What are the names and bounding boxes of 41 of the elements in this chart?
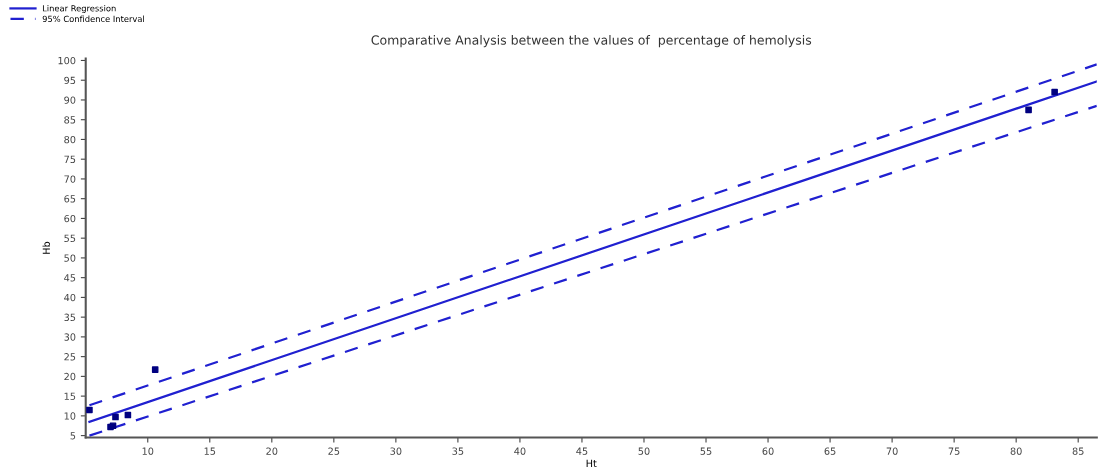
y-axis-title: Hb [42, 241, 50, 254]
x-tick-label: 20 [266, 447, 278, 455]
y-tick-label: 90 [64, 96, 76, 104]
y-tick-label: 5 [70, 432, 76, 440]
y-tick-label: 85 [64, 116, 76, 124]
y-tick-label: 70 [64, 175, 76, 183]
y-tick-label: 30 [64, 333, 76, 341]
x-tick-label: 70 [886, 447, 898, 455]
y-tick-label: 10 [64, 412, 76, 420]
y-tick-label: 35 [64, 313, 76, 321]
x-tick-label: 75 [948, 447, 960, 455]
y-tick-label: 15 [64, 392, 76, 400]
x-tick-label: 55 [700, 447, 712, 455]
x-tick-label: 60 [762, 447, 774, 455]
y-tick-label: 20 [64, 372, 76, 381]
x-tick-label: 85 [1072, 447, 1084, 455]
x-tick-label: 65 [824, 447, 836, 455]
x-tick-label: 15 [204, 447, 216, 455]
x-tick-label: 10 [142, 447, 154, 455]
x-tick-label: 40 [514, 447, 526, 455]
y-tick-label: 25 [64, 353, 76, 361]
y-tick-label: 80 [64, 135, 76, 144]
y-tick-label: 50 [64, 254, 76, 262]
legend-label: 95% Confidence Interval [42, 15, 144, 23]
y-tick-label: 40 [64, 293, 76, 302]
x-tick-label: 50 [638, 447, 650, 455]
y-tick-label: 60 [64, 214, 76, 223]
x-tick-label: 30 [390, 447, 402, 455]
x-axis-title: Ht [586, 459, 597, 467]
x-tick-label: 45 [576, 447, 588, 455]
y-tick-label: 100 [58, 56, 76, 65]
y-tick-label: 55 [64, 234, 76, 242]
legend-label: Linear Regression [42, 5, 116, 14]
chart-title: Comparative Analysis between the values of percentage of hemolysis [371, 35, 812, 48]
x-tick-label: 25 [328, 447, 340, 455]
x-tick-label: 35 [452, 447, 464, 455]
y-tick-label: 65 [64, 195, 76, 203]
y-tick-label: 95 [64, 76, 76, 85]
x-tick-label: 80 [1010, 447, 1022, 455]
y-tick-label: 75 [64, 155, 76, 164]
y-tick-label: 45 [64, 274, 76, 282]
